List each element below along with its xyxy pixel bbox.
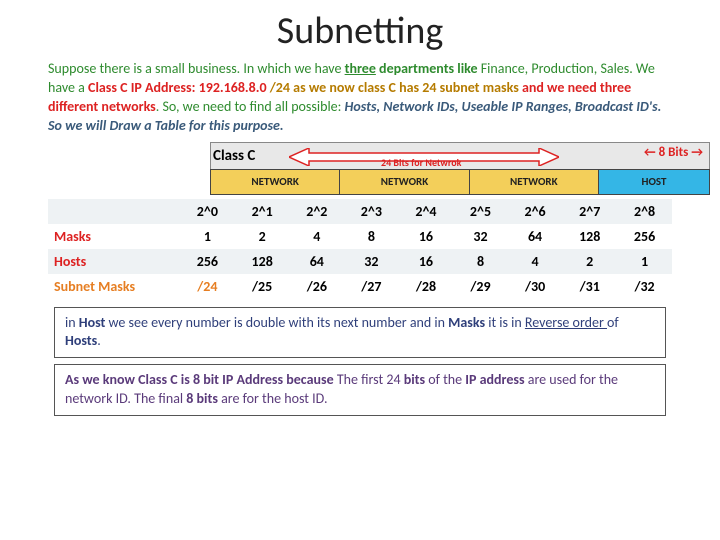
host-cell: HOST [599, 170, 709, 194]
table-cell: 16 [399, 249, 454, 274]
text: it is in [485, 314, 525, 331]
table-cell: 16 [399, 224, 454, 249]
classc-label: Class C [211, 147, 283, 165]
text: three [345, 60, 376, 77]
table-cell: 8 [344, 224, 399, 249]
text: Reverse order [525, 314, 607, 331]
table-cell: 2 [235, 224, 290, 249]
table-row: Subnet Masks/24/25/26/27/28/29/30/31/32 [48, 274, 672, 299]
text: Class C IP Address: 192.168.8.0 [88, 79, 270, 96]
bits8-label: ← 8 Bits → [644, 145, 703, 160]
table-cell: /25 [235, 274, 290, 299]
text: of the [425, 371, 465, 388]
row-label: Subnet Masks [48, 274, 180, 299]
table-corner [48, 199, 180, 224]
text: /24 as we now class C has 24 subnet mask… [270, 79, 519, 96]
table-header-cell: 2^3 [344, 199, 399, 224]
network-cell: NETWORK [211, 170, 340, 194]
network-cell: NETWORK [470, 170, 599, 194]
text: IP address [465, 371, 524, 388]
table-cell: 256 [617, 224, 672, 249]
table-header-cell: 2^0 [180, 199, 235, 224]
table-cell: 4 [508, 249, 563, 274]
text: 8 bits [186, 390, 218, 407]
table-cell: 8 [453, 249, 508, 274]
text: are for the host ID. [218, 390, 328, 407]
text: As we know Class C is 8 bit IP Address b… [65, 371, 337, 388]
table-header-cell: 2^6 [508, 199, 563, 224]
text: in [65, 314, 79, 331]
table-cell: 32 [453, 224, 508, 249]
text: of [607, 314, 619, 331]
table-cell: 128 [562, 224, 617, 249]
table-cell: /26 [290, 274, 345, 299]
table-header-cell: 2^2 [290, 199, 345, 224]
bits24-label: 24 Bits for Netwrok [381, 156, 461, 169]
table-row: Hosts2561286432168421 [48, 249, 672, 274]
table-header-cell: 2^5 [453, 199, 508, 224]
table-cell: 2 [562, 249, 617, 274]
text: So we will Draw a Table for this purpose… [48, 117, 284, 134]
text: three [345, 60, 376, 77]
text: departments like [376, 60, 481, 77]
text: Host [79, 314, 106, 331]
note-box-2: As we know Class C is 8 bit IP Address b… [54, 364, 666, 416]
table-header-cell: 2^4 [399, 199, 454, 224]
table-cell: 1 [617, 249, 672, 274]
table-cell: /27 [344, 274, 399, 299]
intro-paragraph: Suppose there is a small business. In wh… [48, 60, 672, 136]
table-header-cell: 2^1 [235, 199, 290, 224]
table-cell: 128 [235, 249, 290, 274]
text: Finance, Production, Sales [481, 60, 630, 77]
table-cell: 256 [180, 249, 235, 274]
band-top: Class C 24 Bits for Netwrok ← 8 Bits → [210, 142, 710, 169]
table-row: Masks1248163264128256 [48, 224, 672, 249]
table-cell: 64 [508, 224, 563, 249]
band-bottom: NETWORK NETWORK NETWORK HOST [210, 169, 710, 195]
text: bits [404, 371, 425, 388]
table-cell: /30 [508, 274, 563, 299]
text: The first 24 [337, 371, 404, 388]
row-label: Masks [48, 224, 180, 249]
text: . So, we need to find all possible: [156, 98, 345, 115]
note-box-1: in Host we see every number is double wi… [54, 307, 666, 359]
table-cell: 4 [290, 224, 345, 249]
table-header-cell: 2^7 [562, 199, 617, 224]
text: we see every number is double with its n… [105, 314, 448, 331]
text: Suppose there is a small business. In wh… [48, 60, 345, 77]
classc-band-diagram: Class C 24 Bits for Netwrok ← 8 Bits → N… [210, 142, 710, 195]
table-cell: /24 [180, 274, 235, 299]
table-cell: /32 [617, 274, 672, 299]
slide: Subnetting Suppose there is a small busi… [0, 0, 720, 540]
table-cell: /28 [399, 274, 454, 299]
text: . [97, 332, 101, 349]
text: Masks [448, 314, 485, 331]
table-cell: /29 [453, 274, 508, 299]
table-header-cell: 2^8 [617, 199, 672, 224]
powers-table: 2^02^12^22^32^42^52^62^72^8Masks12481632… [48, 199, 672, 299]
row-label: Hosts [48, 249, 180, 274]
table-cell: 64 [290, 249, 345, 274]
network-cell: NETWORK [340, 170, 469, 194]
table-cell: 1 [180, 224, 235, 249]
table-cell: /31 [562, 274, 617, 299]
slide-title: Subnetting [30, 8, 690, 54]
text: Hosts [65, 332, 97, 349]
text: Hosts, Network IDs, Useable IP Ranges, B… [345, 98, 662, 115]
text: Reverse order [525, 314, 607, 331]
table-cell: 32 [344, 249, 399, 274]
table-body: 2^02^12^22^32^42^52^62^72^8Masks12481632… [48, 199, 672, 299]
